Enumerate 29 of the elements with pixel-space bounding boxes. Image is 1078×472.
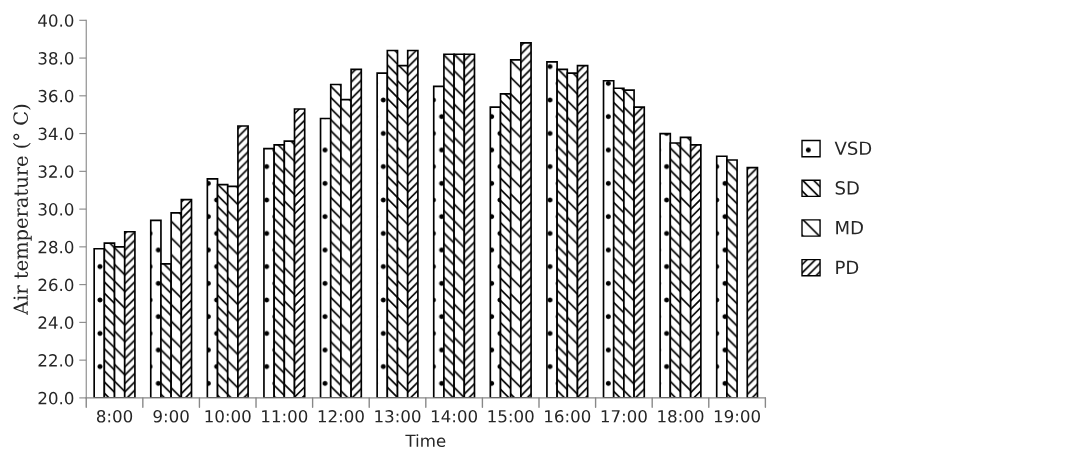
y-tick-label: 26.0 [38, 278, 74, 292]
x-tick-label: 14:00 [431, 410, 478, 423]
x-tick-label: 19:00 [714, 410, 760, 423]
y-tick-label: 20.0 [38, 391, 74, 405]
legend-label: VSD [834, 141, 872, 156]
y-tick-label: 36.0 [38, 89, 74, 103]
x-tick-label: 15:00 [488, 410, 534, 423]
y-tick-label: 34.0 [38, 127, 74, 141]
legend-label: SD [835, 181, 859, 195]
y-tick-label: 38.0 [38, 52, 74, 65]
y-tick-label: 24.0 [38, 316, 74, 329]
x-tick-label: 12:00 [318, 410, 364, 423]
x-axis-title: Time [405, 434, 446, 448]
x-tick-label: 13:00 [375, 410, 421, 423]
x-tick-label: 9:00 [153, 410, 189, 423]
y-axis-title: Air temperature (° C) [12, 104, 32, 316]
legend-label: MD [836, 221, 863, 235]
y-tick-label: 28.0 [38, 240, 74, 254]
x-tick-label: 10:00 [205, 410, 251, 423]
legend-label: PD [836, 260, 859, 274]
y-tick-label: 32.0 [38, 165, 74, 178]
x-tick-label: 18:00 [658, 410, 704, 423]
y-tick-label: 22.0 [38, 354, 74, 367]
x-tick-label: 16:00 [545, 410, 591, 423]
x-tick-label: 17:00 [601, 410, 647, 423]
y-tick-label: 40.0 [38, 14, 74, 27]
x-tick-label: 11:00 [262, 410, 308, 423]
x-tick-label: 8:00 [96, 410, 133, 423]
y-tick-label: 30.0 [38, 203, 74, 216]
